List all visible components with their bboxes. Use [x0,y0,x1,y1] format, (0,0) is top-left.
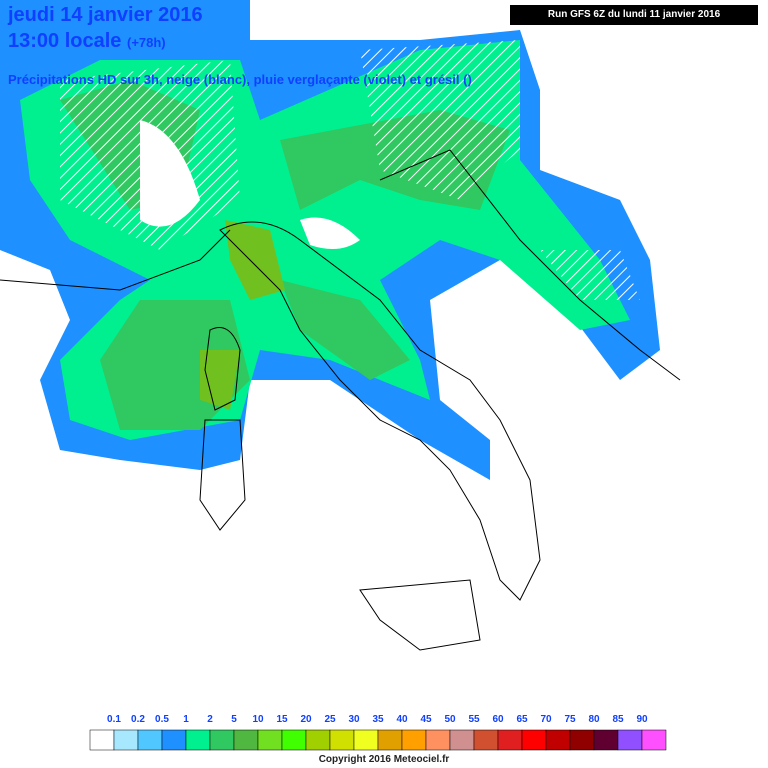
legend-swatch [89,729,115,751]
legend-swatch [641,729,667,751]
legend-swatch [425,729,451,751]
legend-swatch [161,729,187,751]
legend-label: 85 [612,714,624,725]
legend-swatch [473,729,499,751]
legend-swatch [113,729,139,751]
legend-label: 65 [516,714,528,725]
legend-swatch [593,729,619,751]
legend-swatch [521,729,547,751]
legend-swatch [233,729,259,751]
legend-label: 75 [564,714,576,725]
legend-swatch [377,729,403,751]
run-label: Run GFS 6Z du lundi 11 janvier 2016 [510,5,758,25]
legend-label: 35 [372,714,384,725]
legend-swatch [305,729,331,751]
coastlines [0,149,681,651]
legend-swatch [449,729,475,751]
legend-swatch [401,729,427,751]
legend-swatch [185,729,211,751]
legend-label: 30 [348,714,360,725]
offset: (+78h) [126,35,166,50]
time-title: 13:00 locale (+78h) [8,30,166,53]
legend-label: 15 [276,714,288,725]
legend-swatch [209,729,235,751]
legend-label: 20 [300,714,312,725]
legend-label: 0.5 [155,714,169,725]
legend-label: 25 [324,714,336,725]
legend-label: 45 [420,714,432,725]
legend-label: 2 [207,714,213,725]
legend-swatch [353,729,379,751]
legend-label: 55 [468,714,480,725]
legend-swatches [89,729,667,751]
copyright: Copyright 2016 Meteociel.fr [318,754,450,765]
legend-swatch [497,729,523,751]
legend-swatch [257,729,283,751]
legend-label: 40 [396,714,408,725]
legend-swatch [545,729,571,751]
legend-label: 1 [183,714,189,725]
legend-swatch [137,729,163,751]
date-title: jeudi 14 janvier 2016 [8,4,203,26]
time: 13:00 locale [8,30,122,52]
legend-label: 60 [492,714,504,725]
legend-swatch [569,729,595,751]
legend-label: 50 [444,714,456,725]
subtitle: Précipitations HD sur 3h, neige (blanc),… [8,72,472,87]
legend-label: 80 [588,714,600,725]
legend-label: 70 [540,714,552,725]
legend-label: 0.1 [107,714,121,725]
legend-label: 10 [252,714,264,725]
legend-swatch [329,729,355,751]
precip-fields [0,0,660,480]
legend-label: 5 [231,714,237,725]
legend-swatch [281,729,307,751]
legend-label: 0.2 [131,714,145,725]
legend-swatch [617,729,643,751]
legend-label: 90 [636,714,648,725]
